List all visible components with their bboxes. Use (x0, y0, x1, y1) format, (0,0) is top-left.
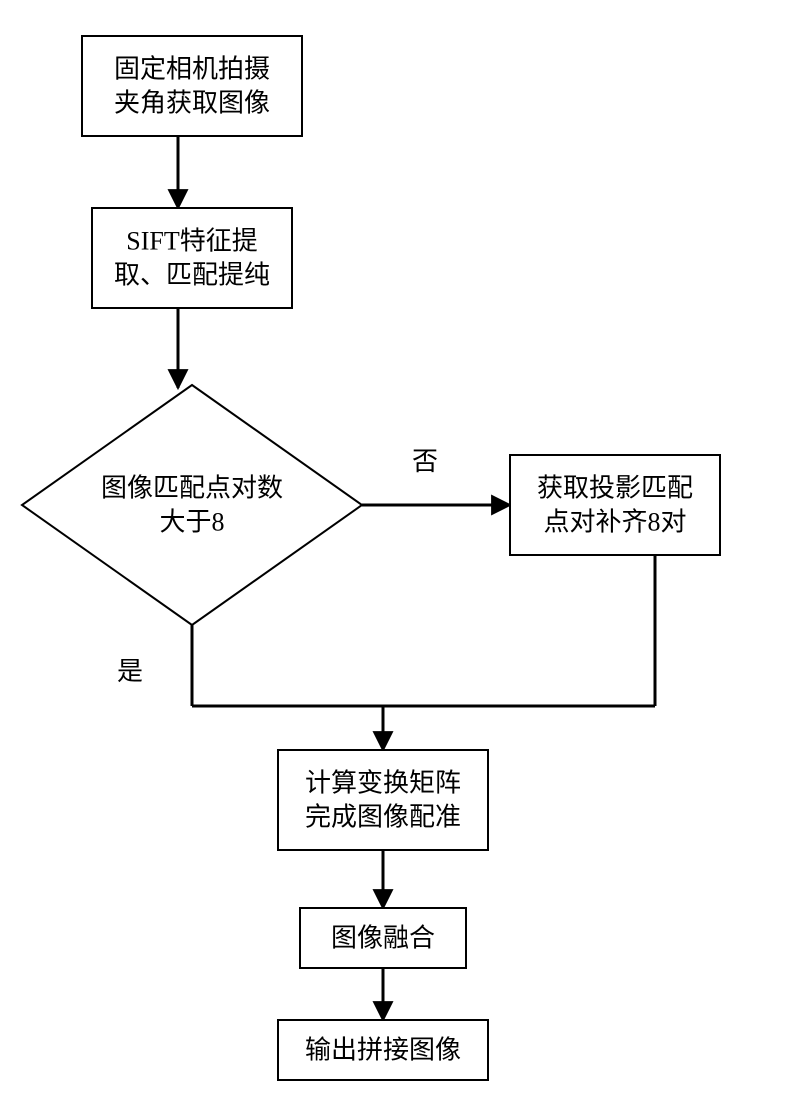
node-n5-line0: 计算变换矩阵 (305, 769, 461, 798)
node-n2: SIFT特征提取、匹配提纯 (92, 208, 292, 308)
node-n4-line1: 点对补齐8对 (543, 508, 686, 537)
edge-label-e3: 否 (412, 447, 438, 476)
node-n5: 计算变换矩阵完成图像配准 (278, 750, 488, 850)
node-n1: 固定相机拍摄夹角获取图像 (82, 36, 302, 136)
node-n7: 输出拼接图像 (278, 1020, 488, 1080)
edge-label-e4: 是 (117, 657, 143, 686)
node-n3-line1: 大于8 (159, 508, 224, 537)
node-n5-line1: 完成图像配准 (305, 803, 461, 832)
node-n6-line0: 图像融合 (331, 924, 435, 953)
node-n7-line0: 输出拼接图像 (305, 1036, 461, 1065)
flowchart-canvas: 否是固定相机拍摄夹角获取图像SIFT特征提取、匹配提纯图像匹配点对数大于8获取投… (0, 0, 810, 1102)
node-n2-line1: 取、匹配提纯 (114, 261, 270, 290)
node-n2-line0: SIFT特征提 (126, 227, 257, 256)
node-n1-line1: 夹角获取图像 (114, 89, 270, 118)
node-n1-line0: 固定相机拍摄 (114, 55, 270, 84)
node-n6: 图像融合 (300, 908, 466, 968)
node-n4: 获取投影匹配点对补齐8对 (510, 455, 720, 555)
nodes-layer: 固定相机拍摄夹角获取图像SIFT特征提取、匹配提纯图像匹配点对数大于8获取投影匹… (22, 36, 720, 1080)
node-n4-line0: 获取投影匹配 (537, 474, 693, 503)
node-n3: 图像匹配点对数大于8 (22, 385, 362, 625)
node-n3-line0: 图像匹配点对数 (101, 474, 283, 503)
